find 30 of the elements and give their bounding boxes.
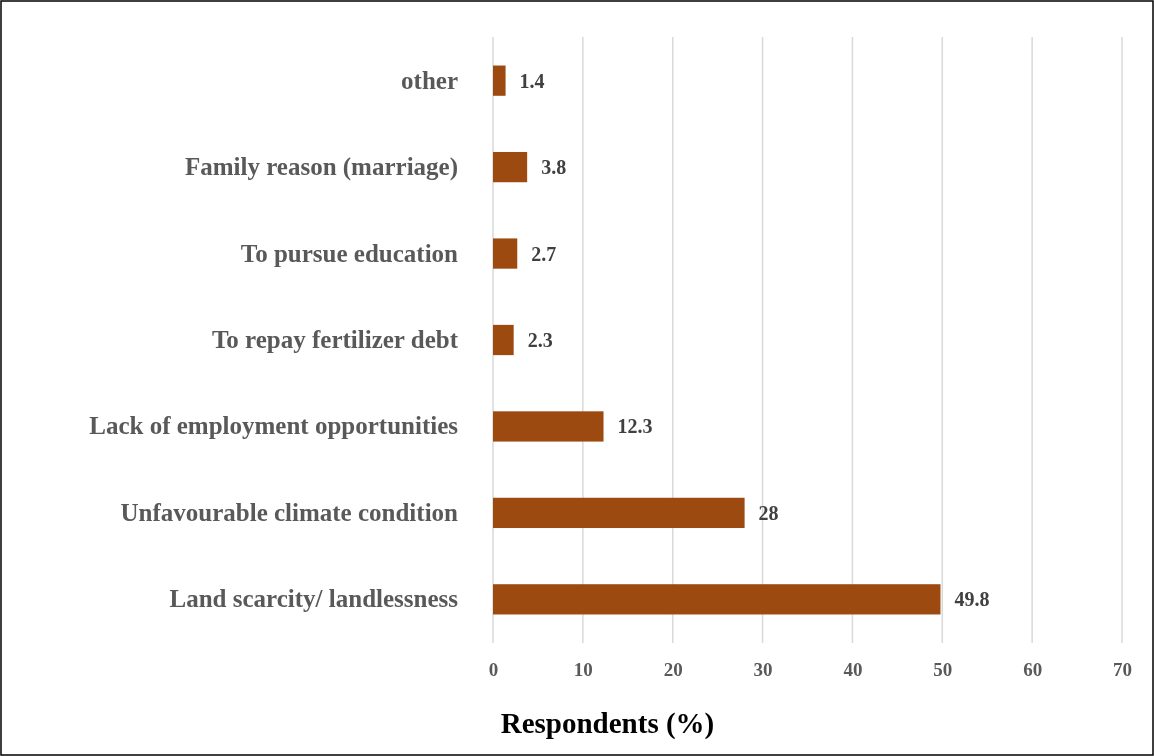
- bar: [493, 151, 528, 183]
- x-tick-label: 50: [933, 659, 953, 681]
- y-tick-label: Family reason (marriage): [184, 153, 458, 182]
- x-tick-label: 70: [1113, 659, 1132, 681]
- data-label: 2.3: [527, 329, 553, 351]
- x-tick-label: 10: [573, 659, 593, 681]
- data-label: 12.3: [617, 415, 653, 438]
- x-tick-label: 0: [488, 659, 499, 681]
- x-tick-label: 60: [1023, 659, 1043, 681]
- y-tick-label: To repay fertilizer debt: [211, 326, 459, 353]
- bar: [493, 584, 941, 615]
- x-tick-label: 20: [663, 659, 683, 681]
- y-tick-label: other: [401, 66, 458, 94]
- data-label: 2.7: [531, 242, 557, 265]
- bar: [493, 238, 518, 269]
- y-tick-label: To pursue education: [240, 239, 459, 267]
- y-tick-label: Lack of employment opportunities: [89, 412, 459, 440]
- data-label: 3.8: [541, 156, 567, 179]
- y-tick-label: Land scarcity/ landlessness: [169, 585, 459, 613]
- data-label: 49.8: [954, 588, 990, 611]
- data-label: 1.4: [519, 69, 545, 92]
- bar: [493, 411, 604, 442]
- x-tick-label: 30: [753, 659, 773, 681]
- x-tick-label: 40: [843, 659, 863, 681]
- bar: [493, 324, 514, 356]
- bar: [493, 497, 745, 529]
- y-tick-label: Unfavourable climate condition: [120, 498, 459, 526]
- data-label: 28: [758, 501, 779, 524]
- x-axis-title: Respondents (%): [500, 707, 715, 740]
- bar: [493, 65, 506, 96]
